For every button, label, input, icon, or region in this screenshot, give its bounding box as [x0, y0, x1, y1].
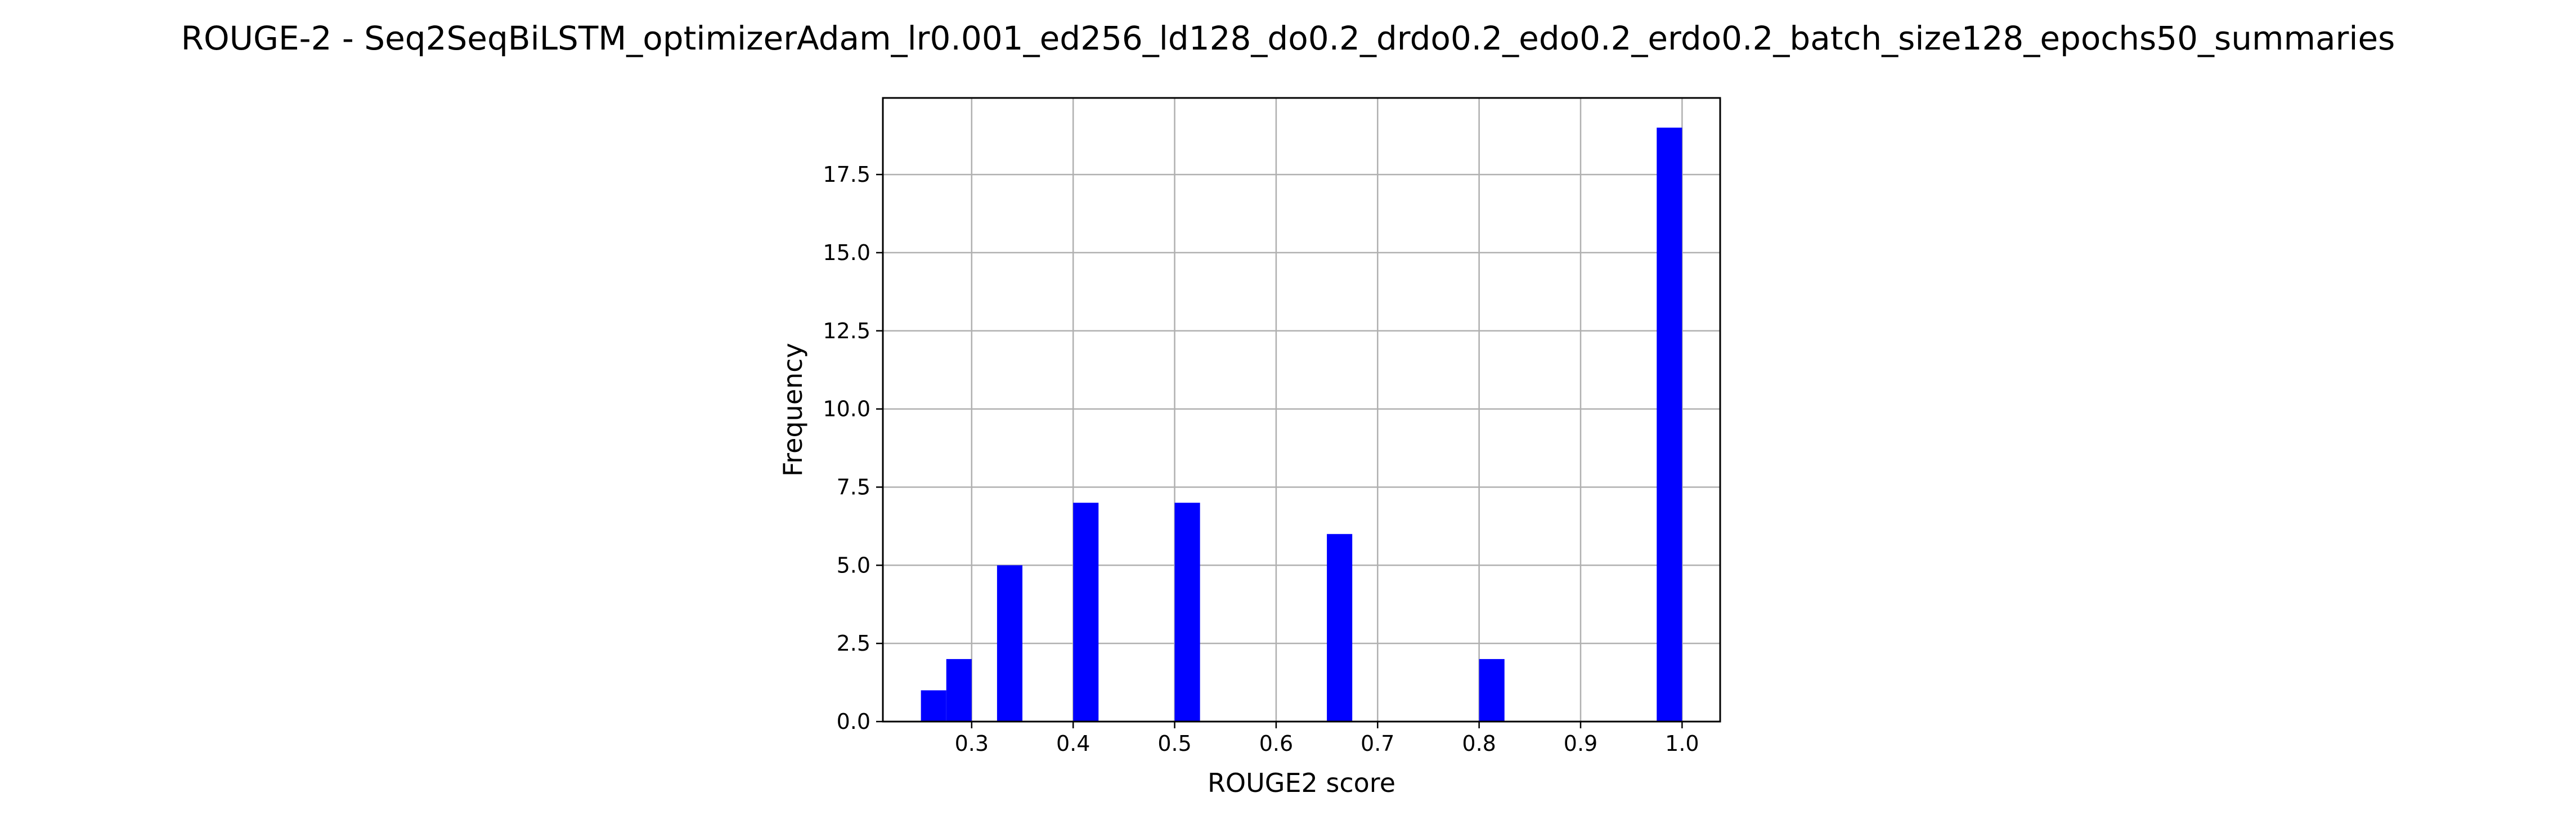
histogram-bar	[1174, 503, 1200, 722]
x-axis-label: ROUGE2 score	[1208, 768, 1395, 798]
x-tick-label: 0.7	[1361, 731, 1394, 756]
y-tick-label: 7.5	[837, 474, 870, 499]
x-tick-label: 0.9	[1564, 731, 1597, 756]
histogram-bar	[1073, 503, 1099, 722]
x-tick-label: 1.0	[1665, 731, 1699, 756]
y-tick-label: 10.0	[823, 397, 870, 422]
y-tick-label: 2.5	[837, 631, 870, 656]
chart-title: ROUGE-2 - Seq2SeqBiLSTM_optimizerAdam_lr…	[181, 19, 2395, 57]
plot-frame	[882, 97, 1721, 723]
y-tick-label: 17.5	[823, 162, 870, 187]
histogram-bar	[1657, 127, 1682, 722]
x-tick-label: 0.6	[1259, 731, 1293, 756]
histogram-bar	[946, 659, 972, 722]
histogram-bar	[997, 565, 1022, 722]
y-tick-label: 5.0	[837, 553, 870, 577]
y-axis-label: Frequency	[778, 343, 808, 477]
x-tick-label: 0.4	[1056, 731, 1090, 756]
histogram-bar	[1327, 534, 1353, 722]
histogram-bars	[921, 127, 1682, 722]
x-tick-label: 0.8	[1462, 731, 1496, 756]
y-tick-label: 15.0	[823, 240, 870, 265]
x-tick-label: 0.5	[1157, 731, 1191, 756]
histogram-bar	[1479, 659, 1505, 722]
x-tick-label: 0.3	[955, 731, 989, 756]
y-tick-label: 12.5	[823, 319, 870, 343]
axis-ticks: 0.3 0.4 0.5 0.6 0.7 0.8 0.9 1.0 0.0 2.5 5.0 7.5 10.0…	[823, 162, 1699, 756]
histogram-bar	[921, 690, 946, 722]
y-tick-label: 0.0	[837, 709, 870, 734]
